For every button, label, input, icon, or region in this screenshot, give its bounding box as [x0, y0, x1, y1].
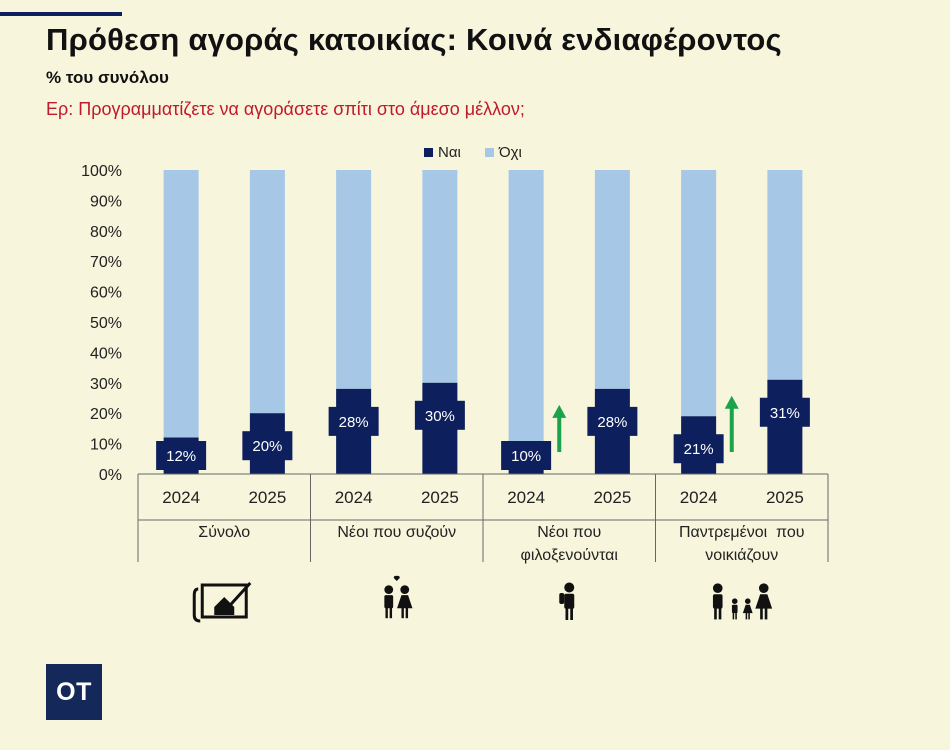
data-label-box [673, 434, 724, 464]
family-icon [712, 583, 773, 620]
data-label: 20% [252, 438, 282, 455]
category-label: Παντρεμένοι που [679, 524, 805, 541]
bar-segment-no [249, 170, 285, 414]
page-title: Πρόθεση αγοράς κατοικίας: Κοινά ενδιαφέρ… [46, 22, 782, 57]
category-label: φιλοξενούνται [521, 547, 619, 564]
data-label: 10% [511, 448, 541, 465]
increase-arrow-icon [552, 404, 567, 418]
x-year-label: 2024 [680, 488, 718, 507]
data-label: 30% [425, 408, 455, 425]
x-year-label: 2024 [507, 488, 545, 507]
couple-icon [384, 575, 413, 619]
page-subtitle: % του συνόλου [46, 68, 169, 87]
category-label: Νέοι που [537, 524, 601, 541]
x-year-label: 2025 [593, 488, 631, 507]
bar-segment-no [422, 170, 458, 383]
data-label-box [759, 397, 810, 427]
data-label-box [587, 406, 638, 436]
y-tick-label: 10% [90, 437, 122, 454]
bar-segment-no [163, 170, 199, 438]
bar-segment-no [681, 170, 717, 417]
data-label: 21% [684, 441, 714, 458]
y-tick-label: 40% [90, 345, 122, 362]
x-year-label: 2025 [766, 488, 804, 507]
survey-question: Ερ: Προγραμματίζετε να αγοράσετε σπίτι σ… [46, 99, 525, 119]
increase-arrow-icon [724, 395, 739, 409]
x-year-label: 2024 [335, 488, 373, 507]
data-label-box [242, 431, 293, 461]
data-label: 12% [166, 448, 196, 465]
legend-label-no: Όχι [498, 144, 522, 161]
data-label: 28% [597, 414, 627, 431]
y-tick-label: 70% [90, 254, 122, 271]
ot-logo: OT [46, 664, 102, 720]
y-tick-label: 50% [90, 315, 122, 332]
x-year-label: 2025 [421, 488, 459, 507]
bar-segment-no [508, 170, 544, 444]
house-plan-icon [192, 581, 252, 623]
data-label-box [501, 441, 552, 470]
category-label: Νέοι που συζούν [337, 524, 456, 541]
x-year-label: 2024 [162, 488, 200, 507]
young-person-icon [559, 582, 575, 620]
y-tick-label: 90% [90, 193, 122, 210]
y-tick-label: 0% [99, 467, 122, 484]
data-label-box [328, 406, 379, 436]
top-accent-rule [0, 12, 122, 16]
legend-swatch-no [485, 148, 494, 157]
data-label-box [414, 400, 465, 430]
y-tick-label: 100% [81, 163, 122, 180]
y-tick-label: 30% [90, 376, 122, 393]
stacked-bar-chart: 0% 10% 20% 30% 40% 50% 60% 70% 80% 90% 100% Ναι Όχι 1… [81, 144, 829, 623]
bar-segment-no [594, 170, 630, 389]
y-tick-label: 60% [90, 285, 122, 302]
category-label: νοικιάζουν [705, 547, 778, 564]
bar-segment-no [336, 170, 372, 389]
x-year-label: 2025 [248, 488, 286, 507]
y-tick-label: 80% [90, 224, 122, 241]
y-tick-label: 20% [90, 406, 122, 423]
data-label: 31% [770, 405, 800, 422]
bar-segment-no [767, 170, 803, 380]
legend-swatch-yes [424, 148, 433, 157]
category-label: Σύνολο [198, 524, 250, 541]
data-label-box [156, 441, 207, 470]
legend-label-yes: Ναι [438, 144, 461, 161]
data-label: 28% [339, 414, 369, 431]
bar-segment-yes [767, 379, 803, 474]
